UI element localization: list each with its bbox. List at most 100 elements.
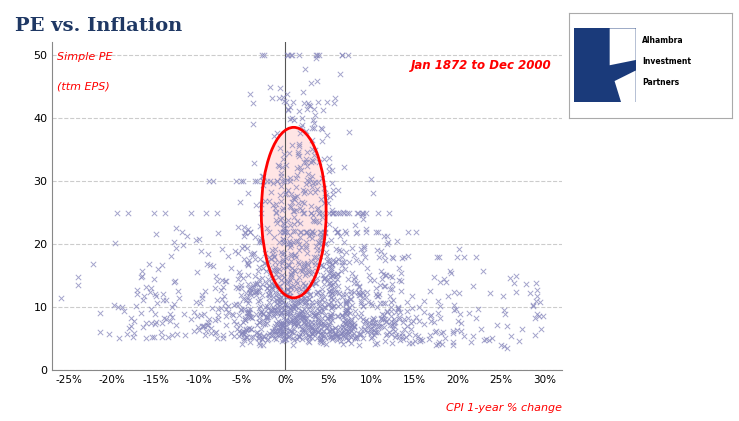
Point [299,317,310,324]
Point [346,301,358,308]
Point [354,314,366,320]
Point [355,258,367,265]
Point [360,327,372,333]
Point [269,307,281,314]
Ellipse shape [262,127,326,298]
Point [293,284,304,291]
Point [361,264,373,271]
Point [312,317,324,324]
Point [323,320,335,327]
Point [256,281,268,288]
Point [296,308,307,314]
Point [276,236,288,242]
Point [310,313,322,320]
Point [336,330,347,337]
Point [353,209,364,216]
Point [259,250,271,256]
Point [378,282,389,289]
Point [316,175,328,181]
Point [307,326,319,333]
Point [313,252,325,259]
Point [330,228,342,235]
Point [282,241,293,248]
Point [351,280,363,287]
Point [314,228,326,235]
Point [262,275,274,282]
Point [401,307,412,314]
Point [306,125,318,131]
Point [226,311,238,317]
Point [266,283,278,290]
Point [299,210,310,216]
Point [378,312,389,319]
Point [103,331,115,338]
Point [231,321,242,328]
Point [135,309,147,316]
Point [380,332,392,338]
Point [290,297,302,304]
Point [381,232,392,239]
Point [256,309,268,315]
Point [307,307,319,314]
Point [276,309,287,315]
Point [267,328,279,335]
Point [248,249,260,256]
Point [318,298,330,305]
Point [315,303,327,309]
Point [306,299,318,306]
Point [353,289,364,296]
Point [310,310,322,317]
Point [217,334,229,341]
Point [249,289,261,296]
Point [341,285,353,292]
Point [278,337,290,344]
Point [365,330,377,337]
Point [286,264,298,271]
Point [403,340,415,346]
Point [310,205,322,212]
Point [375,281,386,288]
Point [195,311,207,318]
Point [344,326,355,333]
Point [353,342,365,349]
Point [403,331,415,338]
Point [151,299,163,306]
Point [252,298,264,304]
Point [319,200,330,207]
Point [307,212,319,218]
Point [336,262,348,269]
Point [259,320,271,327]
Point [290,184,302,191]
Point [338,209,350,216]
Point [319,230,330,237]
Point [359,253,371,260]
Point [437,275,449,282]
Point [241,327,253,333]
Point [444,268,456,274]
Point [351,228,363,235]
Point [299,330,311,336]
Point [398,253,409,260]
Point [321,258,333,264]
Point [144,289,156,296]
Point [341,337,353,344]
Point [346,328,358,334]
Point [271,129,283,136]
Point [212,315,224,322]
Point [339,331,351,338]
Point [267,303,279,310]
Point [310,279,321,286]
Point [270,299,282,306]
Point [276,272,288,279]
Point [293,261,305,268]
Point [170,224,182,231]
Point [309,319,321,326]
Point [302,163,313,170]
Point [470,315,482,322]
Point [248,121,259,128]
Point [238,335,250,341]
Point [332,209,344,216]
Point [383,328,395,335]
Point [290,317,302,323]
Point [250,287,262,294]
